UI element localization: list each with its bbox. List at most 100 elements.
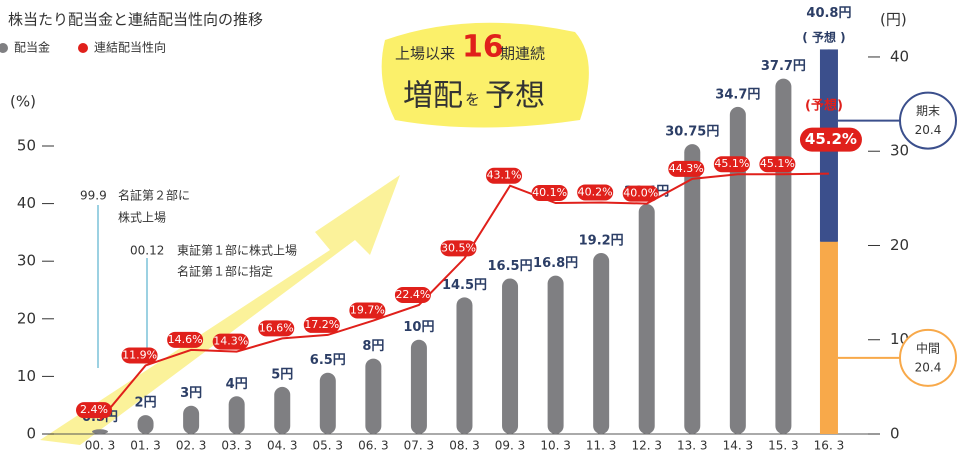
callout-value: 20.4 xyxy=(915,360,942,374)
annotation: 東証第１部に株式上場 xyxy=(177,243,297,258)
bar-label: 6.5円 xyxy=(310,353,346,368)
ratio-pill xyxy=(121,347,158,364)
y-axis-label: (%) xyxy=(10,93,36,111)
headline: 予想 xyxy=(485,79,545,114)
ratio-pill xyxy=(440,240,477,257)
bar-label: 16.8円 xyxy=(533,256,578,271)
bar-label: 2円 xyxy=(135,396,157,411)
ratio-pill xyxy=(303,316,340,333)
annotation: 株式上場 xyxy=(118,210,166,225)
bar xyxy=(456,297,473,434)
bar xyxy=(92,429,108,434)
bar-label: 37.7円 xyxy=(761,59,806,74)
x-tick-label: 02. 3 xyxy=(176,439,207,453)
y-tick-label: 20 xyxy=(17,309,36,327)
forecast-segment xyxy=(819,241,838,434)
bar xyxy=(274,386,291,434)
ratio-label: 40.1% xyxy=(532,186,567,199)
bar xyxy=(319,372,336,434)
x-tick-label: 14. 3 xyxy=(723,439,754,453)
y2-tick-label: 40 xyxy=(890,47,909,65)
x-tick-label: 13. 3 xyxy=(677,439,708,453)
bar xyxy=(410,339,427,434)
ratio-pill xyxy=(167,331,204,348)
ratio-pill xyxy=(668,160,705,177)
x-tick-label: 12. 3 xyxy=(631,439,662,453)
x-tick-label: 03. 3 xyxy=(221,439,252,453)
callout-value: 20.4 xyxy=(915,123,942,137)
ratio-pill xyxy=(577,184,614,201)
headline: 増配 xyxy=(403,79,463,114)
bar xyxy=(502,278,519,434)
ratio-pill xyxy=(349,302,386,319)
bar xyxy=(729,106,746,434)
ratio-pill xyxy=(759,156,796,173)
ratio-label: 45.1% xyxy=(714,157,749,170)
bar-label: 5円 xyxy=(271,367,293,382)
legend-marker xyxy=(0,43,8,53)
ratio-label: 22.4% xyxy=(395,288,430,301)
ratio-label: 44.3% xyxy=(669,162,704,175)
arrow xyxy=(40,175,400,445)
forecast-note: (予想) xyxy=(805,98,843,114)
ratio-label: 14.6% xyxy=(168,333,203,346)
ratio-label: 30.5% xyxy=(441,241,476,254)
y-tick-label: 40 xyxy=(17,194,36,212)
callout xyxy=(899,91,957,150)
forecast-note: ( 予想 ) xyxy=(802,30,845,45)
ratio-pill xyxy=(258,320,295,337)
bar-label: 34.7円 xyxy=(715,87,760,102)
bar xyxy=(137,415,154,434)
x-tick-label: 10. 3 xyxy=(540,439,571,453)
ratio-label: 45.2% xyxy=(805,130,857,148)
bar-label: 19.2円 xyxy=(579,234,624,249)
ratio-pill xyxy=(622,185,659,202)
ratio-pill xyxy=(713,156,750,173)
headline-bg xyxy=(381,22,589,128)
ratio-pill xyxy=(76,402,112,419)
ratio-pill xyxy=(394,286,431,303)
headline: 16 xyxy=(462,30,504,65)
ratio-label: 43.1% xyxy=(487,169,522,182)
x-tick-label: 15. 3 xyxy=(768,439,799,453)
bar xyxy=(775,78,792,434)
y-tick-label: 50 xyxy=(17,136,36,154)
x-tick-label: 16. 3 xyxy=(814,439,845,453)
bar xyxy=(593,253,610,434)
ratio-label: 14.3% xyxy=(213,335,248,348)
legend-marker xyxy=(78,43,88,53)
x-tick-label: 06. 3 xyxy=(358,439,389,453)
headline: 期連続 xyxy=(500,45,545,63)
x-tick-label: 01. 3 xyxy=(130,439,161,453)
bar-label: 4円 xyxy=(226,377,248,392)
ratio-pill xyxy=(531,185,568,202)
bar xyxy=(684,144,701,434)
callout xyxy=(899,328,957,387)
x-tick-label: 09. 3 xyxy=(495,439,526,453)
annotation: 00.12 xyxy=(130,244,164,258)
annotation: 99.9 xyxy=(80,189,107,203)
y2-axis-label: (円) xyxy=(880,11,907,29)
bar-label: 3円 xyxy=(180,386,202,401)
bar-label: 8円 xyxy=(362,339,384,354)
y2-tick-label: 20 xyxy=(890,236,909,254)
x-tick-label: 11. 3 xyxy=(586,439,617,453)
ratio-label: 17.2% xyxy=(304,318,339,331)
y-tick-label: 10 xyxy=(17,367,36,385)
x-tick-label: 00. 3 xyxy=(85,439,116,453)
x-tick-label: 05. 3 xyxy=(313,439,344,453)
bar xyxy=(365,358,382,434)
bar-label: 16.5円 xyxy=(488,259,533,274)
bar-label: 14.5円 xyxy=(442,278,487,293)
x-tick-label: 08. 3 xyxy=(449,439,480,453)
bar-label: 40.8円 xyxy=(806,6,851,21)
ratio-label: 45.1% xyxy=(760,157,795,170)
bar-label: 30.75円 xyxy=(665,125,719,140)
ratio-pill xyxy=(212,333,249,350)
ratio-label: 19.7% xyxy=(350,304,385,317)
ratio-pill xyxy=(486,167,523,184)
headline: 上場以来 xyxy=(395,45,455,63)
callout-name: 中間 xyxy=(916,340,940,355)
bar xyxy=(547,275,564,434)
